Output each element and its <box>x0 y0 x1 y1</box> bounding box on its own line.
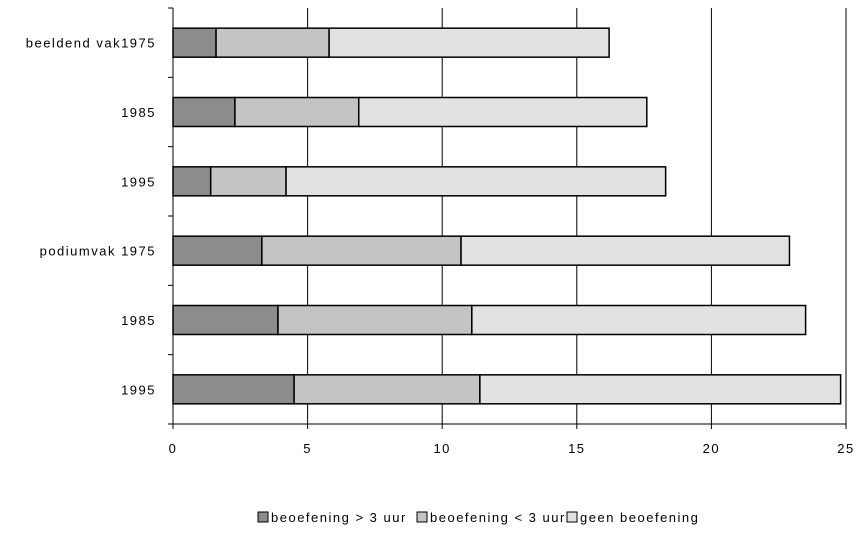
bar-segment-5-series-1 <box>172 304 279 336</box>
legend-swatch-3 <box>566 511 578 523</box>
category-label-1: beeldend vak1975 <box>26 36 156 51</box>
bar-segment-1-series-2 <box>215 27 330 58</box>
bar-segment-4-series-2 <box>261 235 462 266</box>
bar-segment-2-series-1 <box>172 96 236 128</box>
x-tick-label-0: 0 <box>169 441 178 456</box>
legend-swatch-1 <box>257 511 269 523</box>
bar-segment-5-series-3 <box>471 304 807 336</box>
x-tick-label-25: 25 <box>837 441 854 456</box>
category-label-2: 1985 <box>121 105 156 120</box>
bar-segment-2-series-3 <box>357 96 648 128</box>
legend-label-3: geen beoefening <box>580 510 699 525</box>
bar-segment-2-series-2 <box>234 96 360 128</box>
legend-label-2: beoefening < 3 uur <box>430 510 566 525</box>
bar-segment-3-series-1 <box>172 166 212 197</box>
x-tick-label-15: 15 <box>568 441 585 456</box>
bar-segment-5-series-2 <box>277 304 473 336</box>
bars <box>172 27 842 405</box>
x-tick-label-20: 20 <box>703 441 720 456</box>
category-label-5: 1985 <box>121 313 156 328</box>
bar-segment-3-series-3 <box>285 166 667 197</box>
x-tick-label-10: 10 <box>433 441 450 456</box>
category-label-3: 1995 <box>121 174 156 189</box>
bar-segment-4-series-3 <box>460 235 791 266</box>
bar-segment-4-series-1 <box>172 235 263 266</box>
bar-segment-1-series-3 <box>328 27 610 58</box>
bar-segment-6-series-1 <box>172 374 295 405</box>
legend: beoefening > 3 uur beoefening < 3 uur geen… <box>257 510 699 525</box>
gridlines <box>307 8 847 424</box>
bar-segment-1-series-1 <box>172 27 217 58</box>
bar-segment-6-series-2 <box>293 374 481 405</box>
x-tick-label-5: 5 <box>303 441 312 456</box>
bar-segment-3-series-2 <box>209 166 287 197</box>
bar-segment-6-series-3 <box>479 374 842 405</box>
axis-labels: beeldend vak1975 1985 1995 podiumvak 1975 19… <box>26 36 854 456</box>
legend-swatch-2 <box>416 511 428 523</box>
axes <box>168 7 847 429</box>
category-label-4: podiumvak 1975 <box>40 244 156 259</box>
legend-label-1: beoefening > 3 uur <box>271 510 407 525</box>
category-label-6: 1995 <box>121 382 156 397</box>
